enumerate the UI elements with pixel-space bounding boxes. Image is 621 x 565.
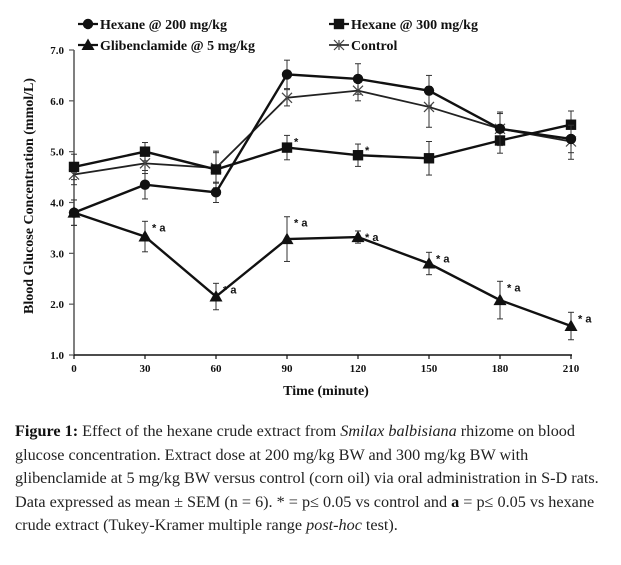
significance-annotation: * — [365, 145, 370, 157]
data-point — [68, 161, 80, 173]
caption-label: Figure 1: — [15, 422, 79, 440]
data-point — [564, 319, 578, 332]
data-point — [351, 230, 365, 243]
legend-marker — [81, 38, 95, 50]
series-line — [73, 123, 572, 171]
data-point — [210, 187, 222, 198]
data-point — [493, 293, 507, 306]
significance-annotation: * a — [294, 218, 308, 230]
data-point — [139, 146, 151, 157]
legend-label: Hexane @ 200 mg/kg — [100, 18, 227, 33]
significance-annotation: * a — [365, 232, 379, 244]
data-point — [139, 179, 151, 190]
axes — [73, 50, 572, 356]
series-square: ** — [68, 110, 577, 189]
x-tick-label: 90 — [282, 363, 294, 375]
data-point — [352, 73, 364, 85]
significance-annotation: * a — [152, 222, 166, 234]
data-point — [210, 164, 222, 175]
significance-annotation: * a — [436, 253, 450, 265]
legend-marker — [82, 18, 94, 30]
data-point — [138, 230, 152, 242]
x-ticks: 0 30 60 90 120 150 180 210 — [71, 355, 580, 375]
x-tick-label: 150 — [421, 363, 438, 375]
legend-item: Glibenclamide @ 5 mg/kg — [78, 38, 255, 54]
series-group: *** a* a* a* a* a* a* a — [67, 59, 592, 341]
series-triangle: * a * a * a * a * a * a * a — [67, 199, 592, 341]
caption-text-1: Effect of the hexane crude extract from — [78, 422, 341, 440]
y-axis-title: Blood Glucose Concentration (mmol/L) — [22, 78, 37, 314]
blood-glucose-chart: Hexane @ 200 mg/kg Hexane @ 300 mg/kg Glib… — [22, 18, 592, 399]
caption-bold-a: a — [451, 492, 460, 511]
legend-label: Control — [351, 39, 398, 54]
series-line — [73, 211, 572, 328]
data-point — [422, 257, 436, 269]
caption-text-3: = p≤ 0.05 vs hexane crude extract (Tukey… — [15, 492, 595, 535]
x-tick-label: 30 — [140, 363, 152, 375]
y-tick-label: 6.0 — [50, 96, 64, 108]
significance-annotation: * a — [507, 282, 521, 294]
significance-annotation: * a — [223, 284, 237, 296]
legend: Hexane @ 200 mg/kg Hexane @ 300 mg/kg Glib… — [78, 18, 478, 54]
legend-label: Glibenclamide @ 5 mg/kg — [100, 39, 255, 54]
legend-item: Control — [329, 39, 398, 54]
data-point — [565, 133, 577, 145]
data-point — [280, 232, 294, 245]
legend-marker — [333, 18, 345, 30]
significance-annotation: * a — [578, 313, 592, 325]
x-axis-title: Time (minute) — [283, 384, 369, 399]
caption-text-4: test). — [361, 516, 398, 534]
significance-annotation: * — [294, 136, 299, 148]
caption-species: Smilax balbisiana — [340, 422, 457, 440]
x-tick-label: 60 — [211, 363, 223, 375]
data-point — [423, 153, 435, 164]
series-circle — [68, 59, 577, 226]
figure-caption: Figure 1: Effect of the hexane crude ext… — [15, 420, 610, 538]
data-point — [281, 69, 293, 80]
caption-posthoc: post-hoc — [306, 516, 362, 534]
x-tick-label: 210 — [563, 363, 580, 375]
series-line — [73, 89, 572, 176]
y-tick-label: 1.0 — [50, 350, 64, 362]
y-tick-label: 2.0 — [50, 299, 64, 311]
data-point — [281, 92, 293, 104]
data-point — [494, 123, 506, 134]
series-line — [73, 73, 572, 214]
data-point — [281, 142, 293, 153]
y-tick-label: 7.0 — [50, 45, 64, 57]
data-point — [423, 85, 435, 96]
y-tick-label: 3.0 — [50, 248, 64, 260]
legend-item: Hexane @ 200 mg/kg — [78, 18, 227, 33]
x-tick-label: 0 — [71, 363, 77, 375]
data-point — [565, 119, 577, 130]
x-tick-label: 120 — [350, 363, 367, 375]
caption-text-2: rhizome on blood glucose concentration. … — [15, 422, 599, 511]
y-tick-label: 4.0 — [50, 198, 64, 210]
data-point — [352, 150, 364, 161]
legend-marker — [333, 39, 345, 51]
x-tick-label: 180 — [492, 363, 509, 375]
data-point — [67, 206, 81, 218]
y-tick-label: 5.0 — [50, 147, 64, 159]
legend-item: Hexane @ 300 mg/kg — [329, 18, 478, 33]
y-ticks: 1.0 2.0 3.0 4.0 5.0 6.0 7.0 — [50, 45, 74, 362]
data-point — [209, 290, 223, 302]
legend-label: Hexane @ 300 mg/kg — [351, 18, 478, 33]
